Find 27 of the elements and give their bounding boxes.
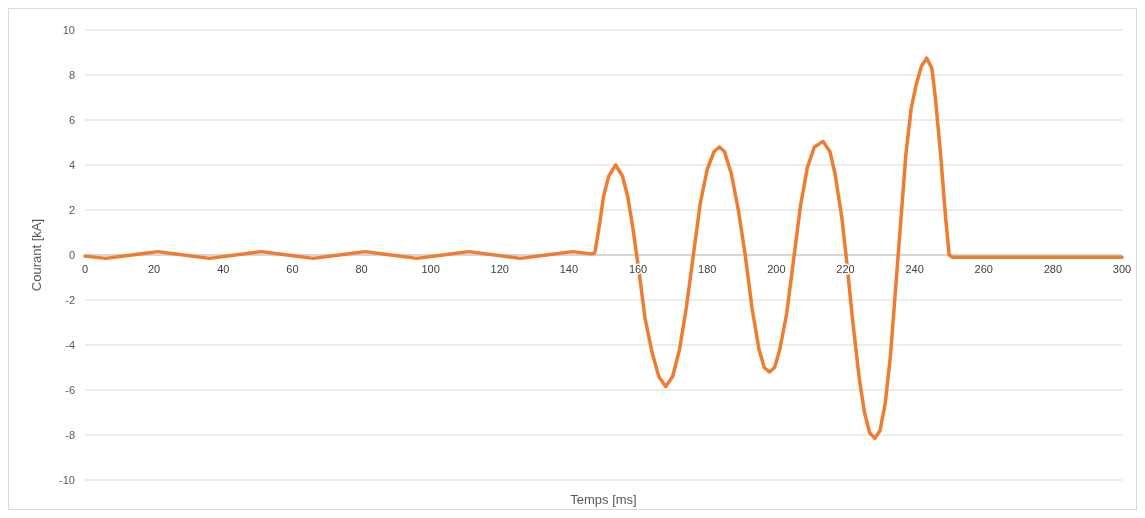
- x-tick-label: 60: [286, 263, 299, 275]
- y-tick-label: -6: [65, 383, 75, 396]
- y-tick-label: -8: [65, 428, 75, 441]
- x-tick-label: 40: [217, 263, 230, 275]
- x-tick-label: 80: [355, 263, 368, 275]
- y-tick-label: -2: [65, 293, 75, 306]
- x-tick-label: 280: [1043, 263, 1063, 275]
- y-tick-label: -4: [65, 338, 75, 351]
- x-tick-label: 260: [974, 263, 993, 275]
- x-tick-label: 0: [81, 263, 89, 275]
- y-tick-label: 8: [68, 68, 75, 81]
- y-tick-label: 4: [68, 158, 75, 171]
- x-axis-title: Temps [ms]: [570, 492, 637, 507]
- x-tick-label: 240: [905, 263, 924, 275]
- x-tick-label: 180: [698, 263, 717, 275]
- x-tick-label: 120: [490, 263, 509, 275]
- y-tick-label: 0: [68, 248, 75, 261]
- y-tick-label: 6: [68, 113, 75, 126]
- y-tick-label: -10: [59, 473, 75, 486]
- x-tick-label: 20: [148, 263, 161, 275]
- x-tick-label: 100: [421, 263, 440, 275]
- x-tick-label: 300: [1112, 263, 1132, 275]
- y-axis-title: Courant [kA]: [29, 218, 44, 292]
- y-tick-label: 2: [68, 203, 75, 216]
- y-tick-label: 10: [62, 23, 75, 36]
- x-tick-label: 200: [767, 263, 786, 275]
- x-tick-label: 140: [559, 263, 579, 275]
